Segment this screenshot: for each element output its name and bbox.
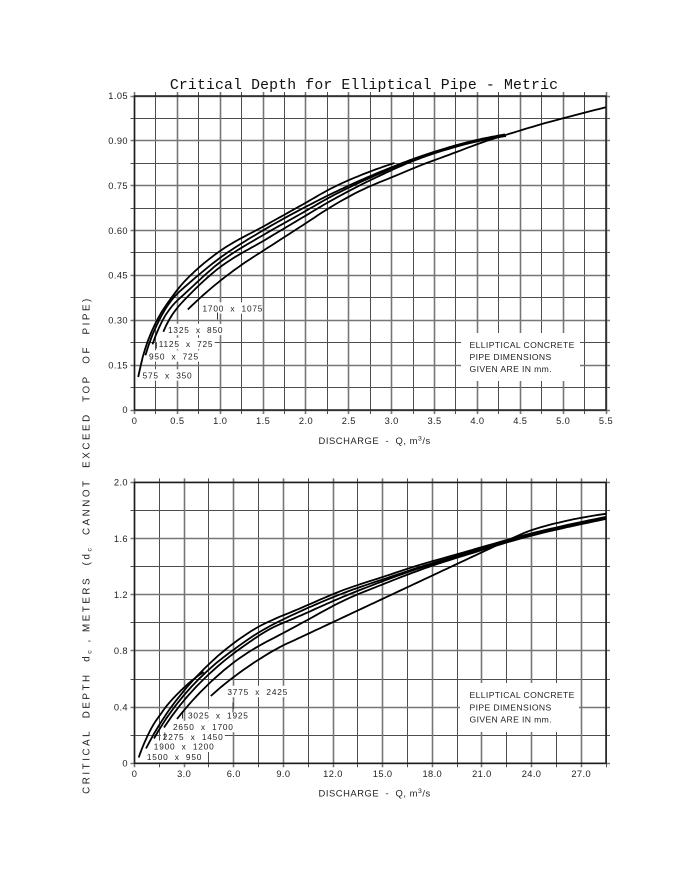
svg-text:18.0: 18.0 — [422, 769, 442, 779]
svg-text:1.5: 1.5 — [256, 416, 270, 426]
svg-text:4.0: 4.0 — [470, 416, 484, 426]
svg-text:5.0: 5.0 — [556, 416, 570, 426]
svg-text:0.4: 0.4 — [114, 702, 128, 712]
svg-text:3775 x 2425: 3775 x 2425 — [227, 687, 288, 697]
svg-text:0.60: 0.60 — [108, 226, 128, 236]
svg-text:0.30: 0.30 — [108, 315, 128, 325]
svg-text:0.5: 0.5 — [170, 416, 184, 426]
svg-text:0: 0 — [132, 769, 138, 779]
svg-text:21.0: 21.0 — [472, 769, 492, 779]
svg-text:2.0: 2.0 — [114, 478, 128, 488]
svg-text:3.0: 3.0 — [177, 769, 191, 779]
svg-text:2650 x 1700: 2650 x 1700 — [173, 722, 234, 732]
svg-text:DISCHARGE - Q, m3/s: DISCHARGE - Q, m3/s — [319, 788, 431, 799]
svg-text:4.5: 4.5 — [513, 416, 527, 426]
svg-text:950 x 725: 950 x 725 — [149, 351, 199, 361]
svg-text:2.0: 2.0 — [299, 416, 313, 426]
svg-text:1900 x 1200: 1900 x 1200 — [154, 742, 215, 752]
svg-text:2.5: 2.5 — [342, 416, 356, 426]
svg-text:1.0: 1.0 — [213, 416, 227, 426]
svg-text:PIPE DIMENSIONS: PIPE DIMENSIONS — [470, 702, 552, 712]
svg-text:0: 0 — [122, 405, 128, 415]
svg-text:1.6: 1.6 — [114, 534, 128, 544]
svg-text:0.75: 0.75 — [108, 181, 128, 191]
svg-text:12.0: 12.0 — [323, 769, 343, 779]
svg-text:ELLIPTICAL CONCRETE: ELLIPTICAL CONCRETE — [470, 690, 575, 700]
svg-text:ELLIPTICAL CONCRETE: ELLIPTICAL CONCRETE — [470, 340, 575, 350]
svg-text:3025 x 1925: 3025 x 1925 — [188, 710, 249, 720]
svg-text:15.0: 15.0 — [373, 769, 393, 779]
svg-text:DISCHARGE - Q, m3/s: DISCHARGE - Q, m3/s — [319, 435, 431, 446]
svg-text:1125 x 725: 1125 x 725 — [159, 339, 214, 349]
svg-text:1325 x 850: 1325 x 850 — [168, 325, 223, 335]
svg-text:24.0: 24.0 — [522, 769, 542, 779]
svg-text:0: 0 — [122, 759, 128, 769]
svg-text:9.0: 9.0 — [276, 769, 290, 779]
svg-text:0.45: 0.45 — [108, 271, 128, 281]
svg-text:2275 x 1450: 2275 x 1450 — [163, 732, 224, 742]
svg-text:27.0: 27.0 — [571, 769, 591, 779]
svg-text:1.05: 1.05 — [108, 91, 128, 101]
svg-text:Critical Depth for Elliptical: Critical Depth for Elliptical Pipe - Met… — [170, 78, 558, 94]
svg-text:1500 x 950: 1500 x 950 — [147, 752, 202, 762]
svg-text:6.0: 6.0 — [227, 769, 241, 779]
svg-text:1.2: 1.2 — [114, 590, 128, 600]
svg-text:PIPE DIMENSIONS: PIPE DIMENSIONS — [470, 352, 552, 362]
svg-text:GIVEN ARE IN mm.: GIVEN ARE IN mm. — [470, 364, 552, 374]
svg-text:0.15: 0.15 — [108, 360, 128, 370]
svg-text:3.0: 3.0 — [385, 416, 399, 426]
svg-text:0.8: 0.8 — [114, 646, 128, 656]
svg-text:575 x 350: 575 x 350 — [143, 370, 193, 380]
svg-text:CRITICAL DEPTH dc , METERS: CRITICAL DEPTH dc , METERS (dc CANNOT EX… — [82, 296, 94, 794]
svg-text:3.5: 3.5 — [427, 416, 441, 426]
svg-text:5.5: 5.5 — [599, 416, 613, 426]
svg-text:GIVEN ARE IN mm.: GIVEN ARE IN mm. — [470, 715, 552, 725]
svg-text:1700 x 1075: 1700 x 1075 — [203, 303, 264, 313]
svg-text:0.90: 0.90 — [108, 136, 128, 146]
svg-text:0: 0 — [132, 416, 138, 426]
